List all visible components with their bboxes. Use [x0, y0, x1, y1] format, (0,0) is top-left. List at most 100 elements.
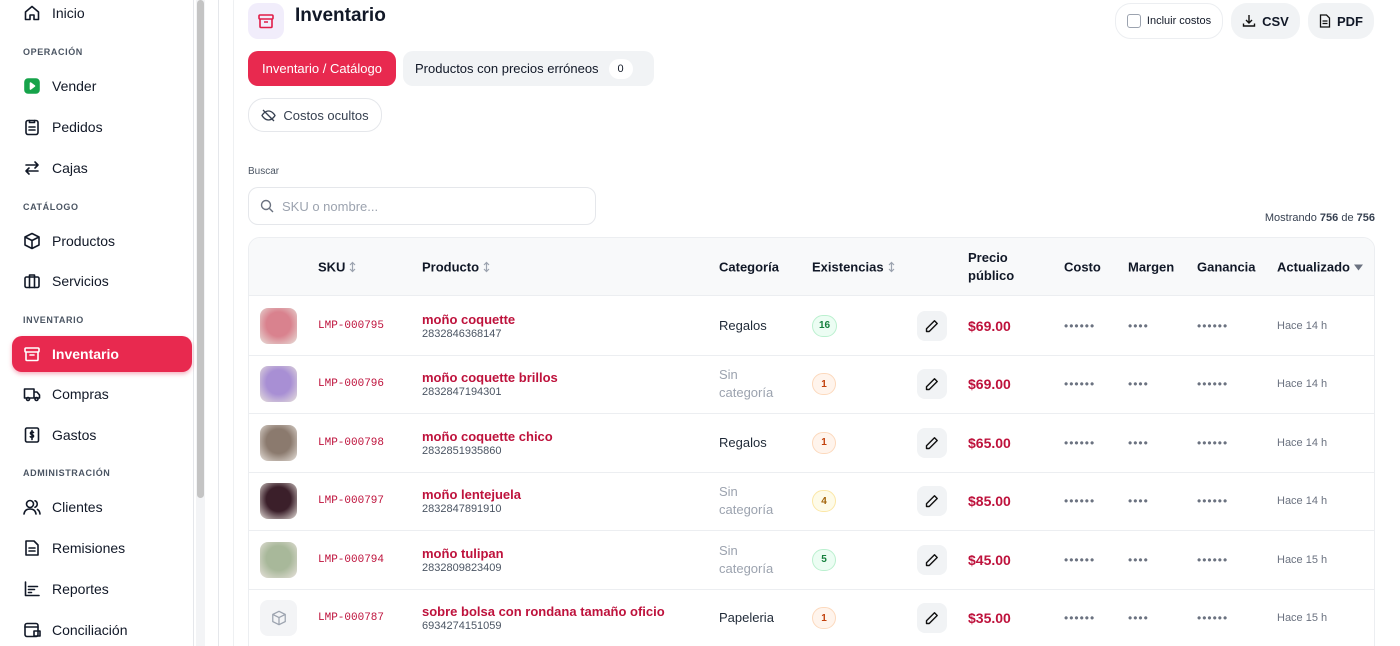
nav-icon [24, 427, 40, 443]
sort-icon[interactable] [349, 261, 356, 273]
nav-label: Servicios [52, 273, 109, 289]
updated: Hace 14 h [1277, 319, 1328, 332]
column-header[interactable]: Existencias [812, 260, 895, 275]
tab-active[interactable]: Inventario / Catálogo [248, 51, 396, 86]
nav-item[interactable]: Conciliación [12, 612, 192, 646]
category: Sin categoría [719, 367, 774, 400]
nav-item[interactable]: Inventario [12, 336, 192, 372]
sku: LMP-000796 [318, 378, 385, 390]
nav-label: Clientes [52, 499, 103, 515]
row-divider [249, 354, 1374, 356]
cost: •••••• [1064, 377, 1096, 391]
table-header [249, 238, 1374, 296]
margin: •••• [1128, 377, 1149, 391]
page-icon [248, 3, 284, 39]
category: Regalos [719, 317, 767, 333]
product-name[interactable]: moño coquette brillos [422, 370, 558, 385]
nav-label: Reportes [52, 581, 109, 597]
sort-icon[interactable] [888, 261, 895, 273]
nav-icon [24, 622, 41, 638]
cost: •••••• [1064, 318, 1096, 333]
nav-label: Conciliación [52, 622, 128, 638]
nav-item[interactable]: Remisiones [12, 530, 192, 566]
price: $35.00 [968, 610, 1011, 626]
profit: •••••• [1197, 435, 1229, 450]
nav-item[interactable]: Pedidos [12, 109, 192, 145]
profit: •••••• [1197, 611, 1229, 625]
nav-label: Vender [52, 78, 97, 94]
tab-label: Inventario / Catálogo [262, 61, 382, 76]
price: $65.00 [968, 434, 1011, 451]
checkbox[interactable] [1126, 14, 1141, 28]
stock-badge: 16 [812, 314, 838, 337]
nav-icon [24, 232, 40, 250]
category: Regalos [719, 434, 767, 450]
updated: Hace 15 h [1277, 612, 1328, 624]
nav-item[interactable]: Reportes [12, 571, 192, 607]
row-divider [249, 471, 1374, 473]
profit: •••••• [1197, 318, 1229, 333]
margin: •••• [1128, 318, 1149, 333]
nav-item[interactable]: Cajas [12, 150, 192, 186]
csv-label: CSV [1262, 13, 1289, 29]
margin: •••• [1128, 494, 1149, 508]
scrollbar-thumb[interactable] [197, 0, 204, 498]
nav-item[interactable]: Productos [12, 223, 192, 259]
margin: •••• [1128, 552, 1149, 567]
column-header: Margen [1128, 260, 1174, 275]
nav-label: Cajas [52, 160, 88, 176]
nav-icon [25, 119, 39, 136]
include-costs-toggle[interactable]: Incluir costos [1115, 3, 1223, 39]
sort-icon[interactable] [1353, 263, 1363, 271]
sku: LMP-000794 [318, 553, 385, 566]
row-divider [249, 588, 1374, 590]
column-label: SKU [318, 259, 346, 275]
hidden-costs-button[interactable]: Costos ocultos [248, 98, 382, 132]
column-header[interactable]: Producto [422, 260, 490, 275]
updated: Hace 14 h [1277, 378, 1328, 390]
nav-icon [24, 274, 40, 289]
edit-stock-button[interactable] [917, 603, 947, 633]
column-label: Precio público [968, 250, 1015, 283]
product-barcode: 2832847194301 [422, 386, 502, 398]
product-name[interactable]: sobre bolsa con rondana tamaño oficio [422, 604, 665, 619]
nav-item[interactable]: Compras [12, 376, 192, 412]
nav-section-heading: CATÁLOGO [23, 202, 79, 212]
nav-item[interactable]: Gastos [12, 417, 192, 453]
column-label: Costo [1064, 259, 1101, 275]
nav-item[interactable]: Inicio [12, 0, 192, 31]
nav-icon [24, 581, 40, 597]
updated: Hace 14 h [1277, 436, 1328, 449]
column-label: Ganancia [1197, 259, 1256, 275]
product-name[interactable]: moño coquette [422, 311, 516, 327]
sort-icon[interactable] [483, 261, 490, 273]
edit-stock-button[interactable] [917, 486, 947, 516]
product-name[interactable]: moño coquette chico [422, 428, 553, 444]
pdf-button[interactable]: PDF [1308, 3, 1374, 39]
product-name[interactable]: moño lentejuela [422, 487, 521, 502]
column-header[interactable]: Actualizado [1277, 260, 1363, 275]
sku: LMP-000787 [318, 612, 385, 624]
nav-item[interactable]: Vender [12, 68, 192, 104]
row-divider [249, 413, 1374, 414]
tab[interactable]: Productos con precios erróneos 0 [403, 51, 654, 86]
csv-button[interactable]: CSV [1231, 3, 1300, 39]
nav-item[interactable]: Clientes [12, 489, 192, 525]
product-thumbnail [260, 307, 297, 344]
product-name[interactable]: moño tulipan [422, 545, 504, 561]
include-costs-label: Incluir costos [1146, 15, 1212, 27]
column-header: Categoría [719, 260, 779, 275]
edit-stock-button[interactable] [917, 310, 947, 341]
search-placeholder: SKU o nombre... [282, 198, 379, 214]
stock-badge: 4 [812, 490, 836, 512]
nav-item[interactable]: Servicios [12, 263, 192, 299]
column-header: Precio público [968, 249, 1038, 285]
row-divider [249, 530, 1374, 531]
search-input[interactable]: SKU o nombre... [248, 187, 596, 225]
edit-stock-button[interactable] [917, 544, 947, 575]
inventory-table: SKU Producto Categoría Existencias Precio pú… [248, 237, 1375, 646]
edit-stock-button[interactable] [917, 427, 947, 458]
product: moño tulipan 2832809823409 [422, 546, 504, 574]
edit-stock-button[interactable] [917, 369, 947, 399]
column-header[interactable]: SKU [318, 260, 356, 275]
